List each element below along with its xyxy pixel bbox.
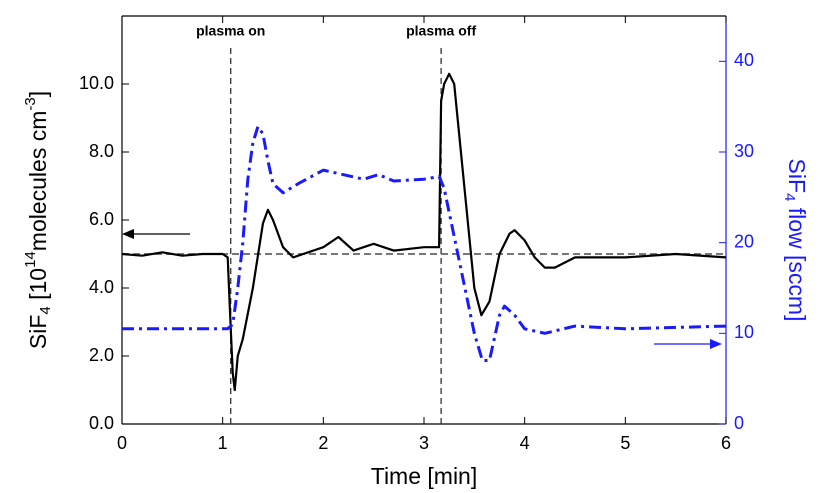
y-tick-label: 10.0 [79,73,114,93]
y2-axis-label: SiF4 flow [sccm] [781,159,810,322]
x-tick-label: 3 [419,433,429,453]
y2-tick-label: 0 [734,413,744,433]
annotation: plasma on [196,23,265,39]
label-sub: 4 [781,193,798,201]
annotation: plasma off [406,23,476,39]
y2-tick-label: 10 [734,322,754,342]
y2-tick-label: 20 [734,231,754,251]
x-tick-label: 0 [117,433,127,453]
left-arrow [122,229,190,239]
label-part: molecules cm [25,111,51,252]
label-sup: 14 [22,251,39,268]
label-part: [10 [25,268,51,306]
y2-tick-label: 40 [734,50,754,70]
x-axis-label: Time [min] [371,463,478,489]
y2-tick-label: 30 [734,141,754,161]
label-part: SiF [784,159,810,194]
arrow-head [710,339,722,349]
y-tick-label: 4.0 [89,277,114,297]
data-line [121,72,727,392]
label-part: ] [25,91,51,97]
label-part: flow [sccm] [784,201,810,321]
y-tick-label: 6.0 [89,209,114,229]
data-line [122,125,727,363]
label-sup: -3 [22,97,39,110]
y-tick-label: 8.0 [89,141,114,161]
y-tick-label: 2.0 [89,345,114,365]
label-part: SiF [25,315,51,350]
x-tick-label: 5 [620,433,630,453]
y-axis-label: SiF4 [1014molecules cm-3] [22,91,54,349]
y-tick-label: 0.0 [89,413,114,433]
label-sub: 4 [37,306,54,314]
x-tick-label: 2 [318,433,328,453]
right-arrow [654,339,722,349]
x-tick-label: 6 [721,433,731,453]
x-tick-label: 4 [520,433,530,453]
x-tick-label: 1 [218,433,228,453]
arrow-head [122,229,134,239]
